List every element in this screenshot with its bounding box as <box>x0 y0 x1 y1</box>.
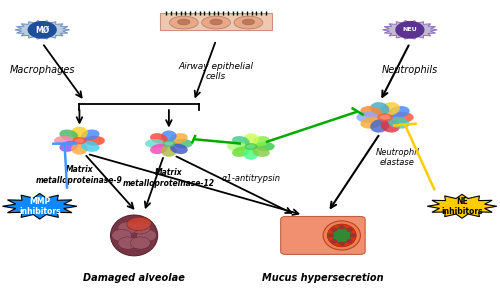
Ellipse shape <box>130 222 150 234</box>
Circle shape <box>28 22 56 38</box>
Ellipse shape <box>150 144 168 154</box>
Ellipse shape <box>323 221 360 250</box>
Ellipse shape <box>232 146 250 157</box>
Text: MMP
inhibitors: MMP inhibitors <box>19 197 60 216</box>
Ellipse shape <box>370 102 390 115</box>
Polygon shape <box>2 193 77 219</box>
Ellipse shape <box>332 228 351 243</box>
Ellipse shape <box>243 133 258 145</box>
Circle shape <box>332 240 336 243</box>
FancyBboxPatch shape <box>160 13 272 30</box>
Ellipse shape <box>145 139 165 148</box>
Ellipse shape <box>130 237 150 249</box>
Text: MØ: MØ <box>35 25 50 34</box>
FancyBboxPatch shape <box>280 217 365 254</box>
Text: Airway epithelial
cells: Airway epithelial cells <box>178 62 254 81</box>
Ellipse shape <box>356 112 380 123</box>
Ellipse shape <box>202 16 230 29</box>
Ellipse shape <box>380 102 400 115</box>
Ellipse shape <box>370 119 390 133</box>
Ellipse shape <box>388 106 409 118</box>
Polygon shape <box>428 194 497 218</box>
Text: NEU: NEU <box>402 27 417 32</box>
Ellipse shape <box>232 136 250 146</box>
Circle shape <box>347 240 352 243</box>
Ellipse shape <box>150 133 168 144</box>
Text: α1-antitrypsin: α1-antitrypsin <box>222 174 280 183</box>
Ellipse shape <box>178 19 190 25</box>
Text: Matrix
metalloproteinase-12: Matrix metalloproteinase-12 <box>123 168 215 188</box>
Ellipse shape <box>161 145 176 157</box>
Ellipse shape <box>60 141 78 152</box>
Ellipse shape <box>174 139 193 148</box>
Ellipse shape <box>170 144 188 154</box>
Ellipse shape <box>328 224 356 247</box>
Ellipse shape <box>210 19 222 25</box>
Ellipse shape <box>127 217 152 230</box>
Ellipse shape <box>112 229 132 241</box>
Ellipse shape <box>377 113 393 122</box>
Text: Neutrophil
elastase: Neutrophil elastase <box>376 148 420 167</box>
Ellipse shape <box>54 136 74 146</box>
Circle shape <box>347 228 352 231</box>
Ellipse shape <box>227 142 246 151</box>
Text: Neutrophils: Neutrophils <box>382 65 438 75</box>
Circle shape <box>350 234 355 237</box>
Ellipse shape <box>244 143 258 150</box>
Ellipse shape <box>252 136 270 146</box>
Ellipse shape <box>118 237 138 249</box>
Ellipse shape <box>84 136 105 146</box>
Ellipse shape <box>360 106 382 118</box>
Ellipse shape <box>72 137 86 144</box>
Ellipse shape <box>360 117 382 129</box>
Ellipse shape <box>71 143 88 155</box>
Ellipse shape <box>242 19 254 25</box>
Circle shape <box>332 228 336 231</box>
Ellipse shape <box>390 112 413 123</box>
Polygon shape <box>382 21 437 39</box>
Text: Mucus hypersecretion: Mucus hypersecretion <box>262 273 384 283</box>
Ellipse shape <box>170 16 198 29</box>
Circle shape <box>328 234 334 237</box>
Ellipse shape <box>161 130 176 142</box>
Ellipse shape <box>162 140 175 147</box>
Ellipse shape <box>60 130 78 141</box>
Text: NE
inhibitors: NE inhibitors <box>441 197 483 216</box>
Circle shape <box>396 22 424 38</box>
Ellipse shape <box>256 142 274 151</box>
Ellipse shape <box>243 148 258 160</box>
Text: Matrix
metalloproteinase-9: Matrix metalloproteinase-9 <box>36 166 123 185</box>
Ellipse shape <box>170 133 188 144</box>
Ellipse shape <box>80 130 100 141</box>
Ellipse shape <box>252 146 270 157</box>
Ellipse shape <box>118 222 138 234</box>
Circle shape <box>340 226 344 229</box>
Ellipse shape <box>136 229 156 241</box>
Ellipse shape <box>80 141 100 152</box>
Ellipse shape <box>380 119 400 133</box>
Ellipse shape <box>110 215 158 256</box>
Ellipse shape <box>234 16 263 29</box>
Ellipse shape <box>388 117 409 129</box>
Ellipse shape <box>71 127 88 139</box>
Polygon shape <box>15 21 70 39</box>
Circle shape <box>340 242 344 245</box>
Text: Damaged alveolae: Damaged alveolae <box>83 273 185 283</box>
Text: Macrophages: Macrophages <box>10 65 75 75</box>
